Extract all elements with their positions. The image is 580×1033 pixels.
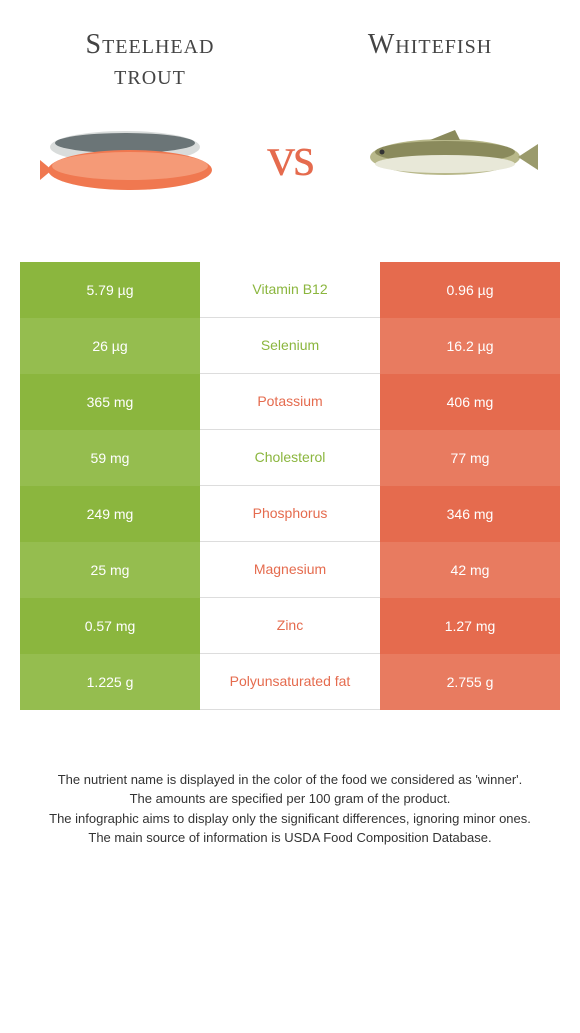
right-value: 0.96 µg bbox=[380, 262, 560, 318]
footer-notes: The nutrient name is displayed in the co… bbox=[20, 770, 560, 848]
right-food-title: Whitefish bbox=[330, 30, 530, 61]
left-value: 365 mg bbox=[20, 374, 200, 430]
left-value: 59 mg bbox=[20, 430, 200, 486]
nutrient-label: Cholesterol bbox=[200, 430, 380, 486]
vs-row: vs bbox=[20, 92, 560, 232]
nutrient-label: Zinc bbox=[200, 598, 380, 654]
nutrient-label: Polyunsaturated fat bbox=[200, 654, 380, 710]
right-value: 1.27 mg bbox=[380, 598, 560, 654]
left-value: 26 µg bbox=[20, 318, 200, 374]
footer-line: The amounts are specified per 100 gram o… bbox=[40, 789, 540, 809]
table-row: 25 mg Magnesium 42 mg bbox=[20, 542, 560, 598]
right-food-image bbox=[360, 102, 540, 212]
left-value: 1.225 g bbox=[20, 654, 200, 710]
right-value: 406 mg bbox=[380, 374, 560, 430]
left-food-title: Steelhead trout bbox=[50, 30, 250, 92]
vs-label: vs bbox=[267, 125, 313, 189]
nutrient-label: Phosphorus bbox=[200, 486, 380, 542]
left-value: 0.57 mg bbox=[20, 598, 200, 654]
nutrient-table: 5.79 µg Vitamin B12 0.96 µg 26 µg Seleni… bbox=[20, 262, 560, 710]
header-titles: Steelhead trout Whitefish bbox=[20, 20, 560, 92]
nutrient-label: Selenium bbox=[200, 318, 380, 374]
footer-line: The nutrient name is displayed in the co… bbox=[40, 770, 540, 790]
left-value: 5.79 µg bbox=[20, 262, 200, 318]
table-row: 1.225 g Polyunsaturated fat 2.755 g bbox=[20, 654, 560, 710]
right-value: 42 mg bbox=[380, 542, 560, 598]
table-row: 59 mg Cholesterol 77 mg bbox=[20, 430, 560, 486]
footer-line: The infographic aims to display only the… bbox=[40, 809, 540, 829]
footer-line: The main source of information is USDA F… bbox=[40, 828, 540, 848]
right-value: 16.2 µg bbox=[380, 318, 560, 374]
nutrient-label: Vitamin B12 bbox=[200, 262, 380, 318]
table-row: 26 µg Selenium 16.2 µg bbox=[20, 318, 560, 374]
right-value: 2.755 g bbox=[380, 654, 560, 710]
table-row: 249 mg Phosphorus 346 mg bbox=[20, 486, 560, 542]
nutrient-label: Magnesium bbox=[200, 542, 380, 598]
table-row: 0.57 mg Zinc 1.27 mg bbox=[20, 598, 560, 654]
left-food-image bbox=[40, 102, 220, 212]
nutrient-label: Potassium bbox=[200, 374, 380, 430]
table-row: 5.79 µg Vitamin B12 0.96 µg bbox=[20, 262, 560, 318]
left-value: 249 mg bbox=[20, 486, 200, 542]
left-value: 25 mg bbox=[20, 542, 200, 598]
table-row: 365 mg Potassium 406 mg bbox=[20, 374, 560, 430]
right-value: 77 mg bbox=[380, 430, 560, 486]
right-value: 346 mg bbox=[380, 486, 560, 542]
